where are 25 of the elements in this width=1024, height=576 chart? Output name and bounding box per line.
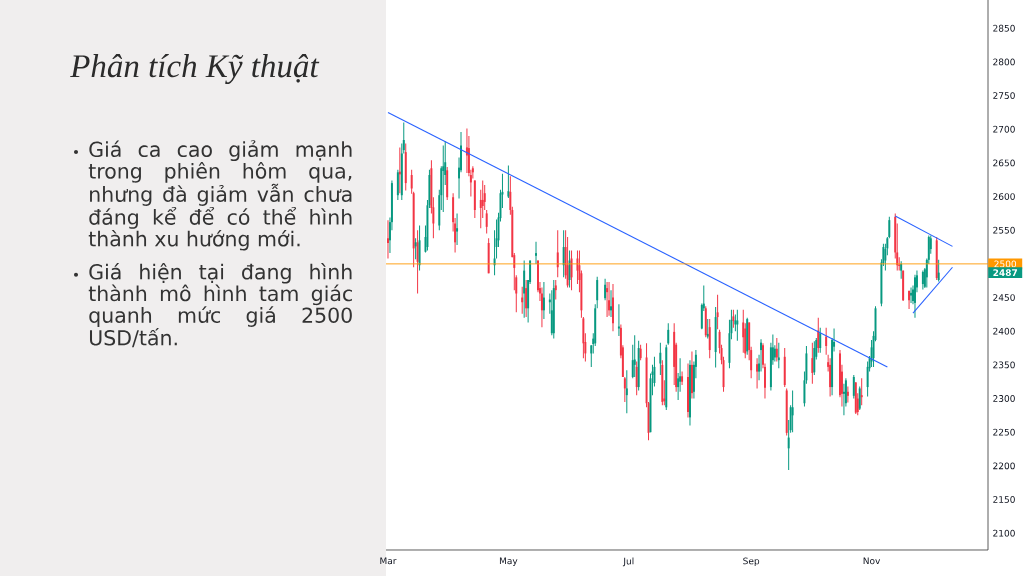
y-tick-label: 2850 xyxy=(993,24,1015,32)
x-tick-label: Jul xyxy=(622,557,634,567)
y-tick-label: 2450 xyxy=(993,294,1015,301)
y-tick-label: 2300 xyxy=(993,395,1015,402)
y-tick-label: 2700 xyxy=(993,125,1015,133)
y-tick-label: 2650 xyxy=(993,159,1015,167)
y-tick-label: 2250 xyxy=(993,428,1015,436)
y-tick-label: 2100 xyxy=(993,529,1015,537)
y-tick-label: 2400 xyxy=(993,327,1015,335)
y-tick-label: 2150 xyxy=(993,496,1015,503)
y-tick-label: 2550 xyxy=(993,226,1015,234)
annotation: 2487 xyxy=(993,269,1018,277)
x-tick-label: Nov xyxy=(863,557,881,565)
y-tick-label: 2200 xyxy=(993,462,1015,470)
text: Giá ca cao giảm mạnh trong phiên hôm qua, nhưng đà giảm vẫn chưa đáng kể để có thể hình thành xu hướng mới. xyxy=(88,140,352,251)
y-tick-label: 2600 xyxy=(993,193,1015,200)
text: Giá hiện tại đang hình thành mô hình tam giác quanh mức giá 2500 USD/tấn. xyxy=(88,262,352,348)
x-tick-label: Sep xyxy=(743,557,760,567)
x-tick-label: Mar xyxy=(380,557,397,565)
x-tick-label: May xyxy=(499,557,518,566)
y-tick-label: 2750 xyxy=(993,92,1015,99)
ref-line-label: 2500 xyxy=(994,260,1017,268)
text: Phân tích Kỹ thuật xyxy=(70,54,320,85)
y-tick-label: 2800 xyxy=(993,58,1015,66)
y-tick-label: 2350 xyxy=(993,361,1015,369)
